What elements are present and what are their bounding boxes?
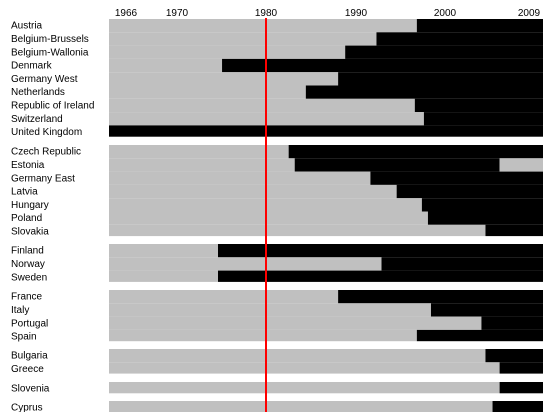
- grey-segment: [109, 303, 431, 317]
- grey-segment: [109, 257, 382, 271]
- grey-segment: [109, 382, 500, 394]
- country-label: Germany East: [11, 173, 75, 184]
- country-label: France: [11, 292, 43, 303]
- x-tick-label-1966: 1966: [115, 8, 138, 19]
- black-segment: [370, 171, 543, 185]
- black-segment: [423, 112, 543, 126]
- black-segment: [485, 224, 543, 237]
- country-label: Cyprus: [11, 403, 43, 412]
- black-segment: [218, 270, 544, 282]
- black-segment: [381, 257, 543, 271]
- country-label: Estonia: [11, 160, 45, 171]
- black-segment: [414, 98, 543, 113]
- country-group-7: Cyprus: [11, 401, 543, 412]
- black-segment: [430, 303, 543, 317]
- black-segment: [492, 401, 543, 412]
- black-segment: [294, 158, 500, 172]
- country-label: Hungary: [11, 200, 49, 211]
- black-segment: [222, 58, 543, 73]
- grey-segment: [109, 224, 486, 237]
- grey-segment: [109, 158, 295, 172]
- country-group-3: Finland Norway Sweden: [11, 244, 544, 283]
- country-group-1: Austria Belgium-Brussels Belgium-Wallonia D…: [11, 19, 543, 138]
- grey-segment: [109, 401, 493, 412]
- country-group-2: Czech Republic Estonia Germany East Latvia H…: [11, 145, 543, 237]
- grey-tail-segment: [499, 158, 543, 172]
- grey-segment: [109, 349, 486, 363]
- grey-segment: [109, 98, 415, 113]
- black-segment: [485, 349, 543, 363]
- black-segment: [396, 184, 543, 199]
- grey-segment: [109, 211, 428, 225]
- country-label: Republic of Ireland: [11, 100, 94, 111]
- country-label: Austria: [11, 21, 43, 32]
- grey-segment: [109, 85, 306, 99]
- country-label: Czech Republic: [11, 147, 81, 158]
- black-segment: [499, 362, 543, 374]
- x-tick-label-1980: 1980: [255, 8, 278, 19]
- x-tick-label-1990: 1990: [345, 8, 368, 19]
- black-segment: [109, 125, 543, 137]
- black-segment: [218, 244, 544, 258]
- x-tick-label-1970: 1970: [166, 8, 189, 19]
- country-label: Switzerland: [11, 114, 63, 125]
- country-label: Slovenia: [11, 384, 50, 395]
- country-label: Sweden: [11, 272, 47, 283]
- black-segment: [338, 72, 543, 86]
- grey-segment: [109, 270, 219, 282]
- grey-segment: [109, 19, 417, 33]
- x-tick-label-2000: 2000: [434, 8, 457, 19]
- grey-segment: [109, 145, 289, 159]
- country-label: Germany West: [11, 74, 78, 85]
- grey-segment: [109, 244, 219, 258]
- country-label: Slovakia: [11, 226, 49, 237]
- x-tick-label-2009: 2009: [518, 8, 541, 19]
- country-label: Bulgaria: [11, 351, 48, 362]
- black-segment: [345, 45, 543, 59]
- country-label: Portugal: [11, 318, 48, 329]
- black-segment: [338, 290, 543, 304]
- grey-segment: [109, 316, 482, 330]
- black-segment: [376, 32, 543, 46]
- grey-segment: [109, 290, 339, 304]
- country-label: Netherlands: [11, 87, 65, 98]
- black-segment: [416, 19, 543, 33]
- grey-segment: [109, 72, 339, 86]
- country-label: Latvia: [11, 187, 38, 198]
- country-label: Norway: [11, 259, 45, 270]
- grey-segment: [109, 58, 223, 73]
- black-segment: [427, 211, 543, 225]
- black-segment: [481, 316, 543, 330]
- country-label: Spain: [11, 332, 37, 343]
- country-group-6: Slovenia: [11, 382, 543, 395]
- grey-segment: [109, 171, 371, 185]
- grey-segment: [109, 362, 500, 374]
- country-label: Belgium-Wallonia: [11, 47, 89, 58]
- country-label: Finland: [11, 246, 44, 257]
- grey-segment: [109, 184, 397, 199]
- country-group-5: Bulgaria Greece: [11, 349, 543, 375]
- black-segment: [416, 329, 543, 342]
- country-label: Greece: [11, 364, 44, 375]
- black-segment: [288, 145, 543, 159]
- country-label: Italy: [11, 305, 29, 316]
- country-label: Denmark: [11, 61, 53, 72]
- grey-segment: [109, 45, 346, 59]
- grey-segment: [109, 329, 417, 342]
- country-label: Belgium-Brussels: [11, 34, 89, 45]
- country-group-4: France Italy Portugal Spain: [11, 290, 543, 343]
- grey-segment: [109, 32, 377, 46]
- country-label: Poland: [11, 213, 42, 224]
- black-segment: [305, 85, 543, 99]
- country-label: United Kingdom: [11, 127, 82, 138]
- black-segment: [499, 382, 543, 394]
- black-segment: [421, 198, 543, 212]
